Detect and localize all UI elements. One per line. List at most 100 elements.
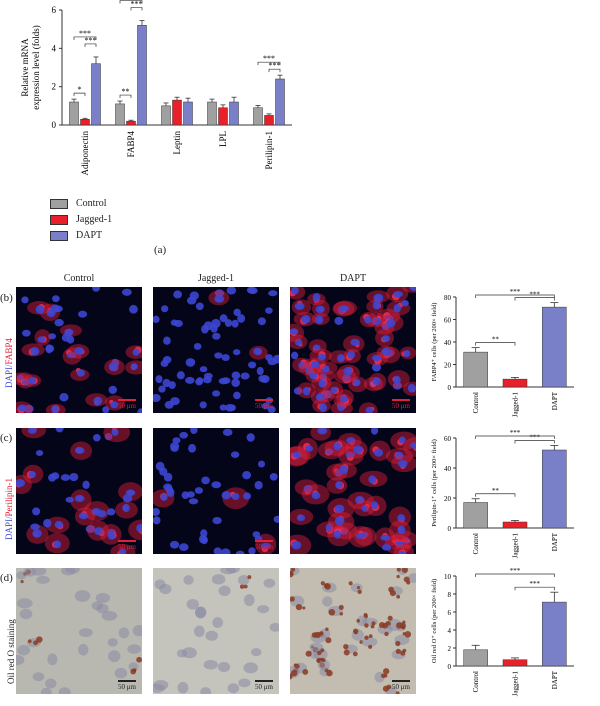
cell-nucleus	[267, 405, 276, 413]
cell-nucleus	[166, 488, 175, 498]
lipid-droplet	[395, 691, 400, 694]
lipid-droplet	[136, 656, 142, 663]
stain-label-fabp4: FABP4	[4, 338, 14, 365]
cell-nucleus	[58, 687, 71, 694]
cell-nucleus	[260, 374, 270, 384]
cell-nucleus	[342, 374, 351, 382]
cell-nucleus	[35, 449, 44, 457]
lipid-droplet	[348, 581, 353, 586]
cell-nucleus	[257, 460, 266, 468]
column-label-dapt: DAPT	[339, 273, 367, 284]
cell-nucleus	[214, 294, 225, 303]
cell-nucleus	[74, 446, 85, 454]
cell-nucleus	[368, 475, 377, 484]
significance-bracket	[475, 573, 555, 577]
lipid-droplet	[290, 596, 295, 602]
cell-nucleus	[177, 681, 189, 694]
y-axis-label: FABP4⁺ cells (per 200× field)	[431, 303, 438, 382]
bar	[115, 103, 125, 126]
cell-nucleus	[159, 467, 168, 476]
cell-nucleus	[21, 378, 31, 386]
significance-bracket	[130, 7, 143, 11]
cell-nucleus	[78, 512, 89, 520]
cell-nucleus	[254, 480, 263, 490]
significance-label: ***	[529, 580, 540, 588]
cell-nucleus	[386, 319, 396, 328]
lipid-droplet	[319, 631, 324, 636]
x-tick-label: DAPT	[551, 391, 559, 410]
cell-nucleus	[110, 401, 119, 409]
cell-nucleus	[118, 548, 127, 554]
bar	[542, 449, 567, 529]
cell-nucleus	[335, 481, 343, 489]
lipid-droplet	[302, 606, 306, 610]
significance-bracket	[475, 435, 555, 439]
cell-nucleus	[318, 379, 327, 388]
panel-c-stain-label: DAPI/Perilipin-1	[4, 478, 14, 540]
scale-bar: 50 μm	[118, 399, 136, 410]
bar	[161, 105, 171, 126]
cell-nucleus	[78, 628, 93, 638]
cell-nucleus	[47, 653, 58, 666]
cell-nucleus	[214, 352, 223, 359]
cell-nucleus	[107, 531, 116, 540]
cell-nucleus	[17, 644, 31, 656]
cell-nucleus	[231, 319, 239, 328]
cell-nucleus	[372, 377, 381, 386]
cell-nucleus	[240, 372, 250, 380]
x-tick-label: Control	[472, 671, 480, 692]
cell-nucleus	[370, 428, 379, 435]
cell-nucleus	[394, 451, 404, 460]
cell-nucleus	[220, 377, 231, 385]
lipid-droplet	[326, 669, 333, 677]
cell-nucleus	[179, 431, 189, 439]
cell-nucleus	[350, 338, 360, 346]
cell-nucleus	[373, 448, 384, 457]
cell-nucleus	[28, 470, 37, 478]
cell-nucleus	[169, 540, 180, 549]
significance-bracket	[73, 36, 97, 40]
cell-nucleus	[74, 346, 84, 355]
micrograph-oilred-dapt: 50 μm	[290, 568, 416, 694]
cell-nucleus	[372, 300, 381, 310]
cell-nucleus	[203, 321, 213, 331]
cell-nucleus	[108, 650, 121, 663]
y-tick-label: 60	[444, 435, 452, 443]
mrna-chart: 0 2 4 6 Relative mRNA expression level (folds…	[20, 0, 292, 176]
lipid-droplet	[352, 651, 358, 657]
significance-bracket	[514, 297, 555, 301]
cell-nucleus	[393, 290, 403, 298]
cell-nucleus	[317, 353, 326, 361]
cell-nucleus	[381, 544, 392, 551]
cell-field	[153, 428, 279, 554]
cytoplasm-signal	[393, 543, 415, 554]
cell-nucleus	[296, 514, 306, 522]
lipid-droplet	[33, 640, 38, 646]
cell-nucleus	[22, 329, 31, 337]
cell-nucleus	[292, 451, 302, 459]
cell-nucleus	[24, 404, 34, 413]
cell-nucleus	[257, 317, 266, 326]
cell-nucleus	[294, 302, 305, 310]
cell-field	[290, 428, 416, 554]
cell-nucleus	[185, 358, 196, 367]
lipid-droplet	[305, 650, 312, 657]
cell-nucleus	[102, 406, 110, 413]
cell-nucleus	[340, 396, 348, 403]
bar	[463, 351, 488, 388]
cell-nucleus	[309, 372, 318, 380]
x-tick-label: Adiponectin	[80, 131, 90, 176]
cell-field	[153, 287, 279, 413]
cell-nucleus	[199, 401, 207, 409]
cell-nucleus	[111, 428, 119, 436]
panel-c-letter: (c)	[0, 432, 13, 444]
significance-label: *	[78, 85, 82, 94]
lipid-droplet	[27, 639, 32, 644]
cell-nucleus	[32, 529, 42, 538]
legend-item-dapt: DAPT	[50, 230, 102, 241]
significance-bracket	[475, 342, 516, 346]
lipid-droplet	[371, 621, 376, 626]
cell-nucleus	[303, 484, 313, 493]
cell-nucleus	[310, 360, 320, 369]
lipid-droplet	[357, 589, 362, 595]
